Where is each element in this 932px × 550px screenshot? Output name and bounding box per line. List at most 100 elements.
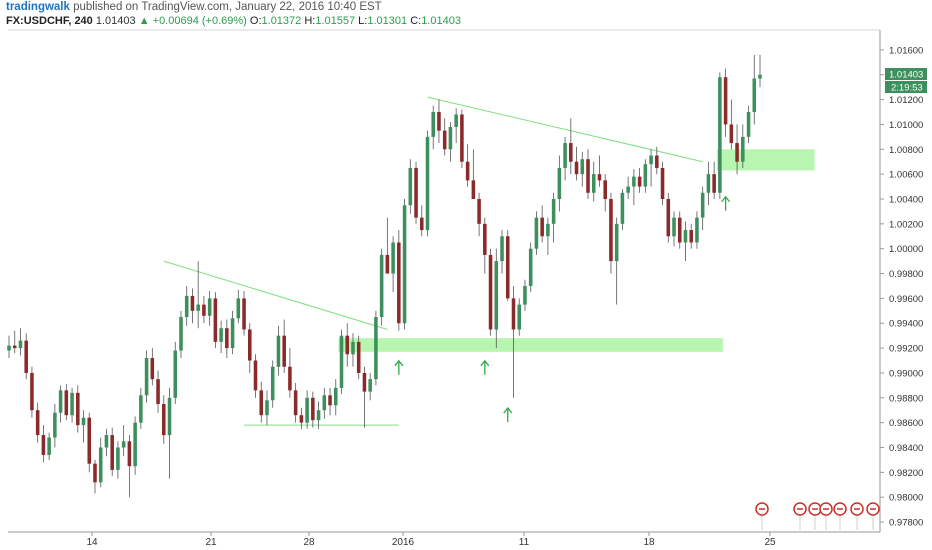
price-tick-label: 1.00000 [889, 244, 923, 255]
last-price-badge: 1.01403 [889, 70, 923, 81]
symbol-name[interactable]: FX:USDCHF, 240 [6, 15, 93, 27]
candle-body [316, 410, 321, 421]
candle-body [689, 230, 693, 243]
candle-body [213, 298, 218, 342]
candle-body [557, 167, 562, 199]
candle [741, 124, 745, 168]
candle-body [219, 328, 223, 342]
candle [505, 230, 510, 301]
candle [276, 325, 281, 376]
candle [253, 354, 258, 398]
candle [557, 155, 562, 212]
price-tick-label: 0.99200 [889, 344, 923, 355]
candle [442, 118, 447, 156]
candle-body [253, 360, 258, 391]
low-value: 1.01301 [367, 15, 408, 27]
signal-arrows [394, 195, 731, 423]
candle-body [523, 285, 527, 305]
candle [339, 329, 344, 395]
candle-body [414, 167, 418, 218]
price-tick-label: 0.99800 [889, 269, 923, 280]
candle [551, 192, 556, 243]
support-zone [338, 338, 723, 352]
candle-body [41, 435, 46, 455]
candle-body [649, 155, 653, 165]
candle [454, 108, 458, 144]
candle [397, 230, 401, 331]
candle-body [741, 136, 745, 162]
candle [81, 410, 86, 443]
candle-body [104, 435, 109, 448]
candle [179, 310, 183, 359]
candle-body [385, 254, 390, 274]
event-flag-icon[interactable] [755, 502, 769, 530]
price-tick-label: 0.99400 [889, 319, 923, 330]
candle [477, 192, 481, 237]
candle [121, 425, 126, 457]
candle [144, 350, 149, 403]
candle-body [339, 335, 344, 388]
candle [259, 381, 264, 423]
candle [712, 161, 716, 199]
symbol-legend: FX:USDCHF, 240 1.01403 ▲ +0.00694 (+0.69… [6, 15, 461, 27]
candle-body [551, 198, 556, 224]
candle-body [47, 437, 51, 455]
event-flag-icon[interactable] [850, 502, 864, 530]
candle-body [609, 198, 613, 262]
candle [580, 151, 585, 187]
candle-body [24, 340, 28, 373]
candle-body [563, 143, 567, 168]
publisher-text: published on TradingView.com, January 22… [73, 1, 382, 13]
event-flag-icon[interactable] [819, 502, 833, 530]
candle-body [93, 463, 97, 483]
candle-body [265, 400, 269, 416]
candle [53, 404, 57, 448]
candle [448, 121, 453, 162]
up-arrow-icon [480, 359, 490, 375]
candle-body [391, 242, 395, 274]
time-axis[interactable]: 14 21 28 2016 11 18 25 [86, 532, 776, 548]
candle-body [643, 164, 648, 187]
candle [64, 384, 69, 421]
candle [236, 289, 241, 324]
candle-body [87, 417, 92, 464]
candle [735, 124, 739, 175]
candle-body [242, 298, 246, 330]
candle [626, 176, 630, 199]
candle [282, 319, 286, 373]
candle-body [614, 223, 619, 262]
price-axis[interactable]: 1.016001.014001.012001.010001.008001.006… [880, 45, 923, 529]
candle [116, 441, 120, 479]
candle-body [322, 395, 327, 411]
event-flag-icon[interactable] [808, 502, 822, 530]
candle-body [494, 261, 499, 330]
candle [213, 292, 218, 349]
candle-body [30, 372, 34, 411]
candle-body [500, 236, 504, 262]
candle [695, 211, 699, 249]
economic-events[interactable] [755, 502, 880, 530]
candle [752, 54, 757, 125]
candle [620, 189, 625, 231]
price-tick-label: 0.98000 [889, 493, 923, 504]
candle-body [408, 167, 413, 206]
event-flag-icon[interactable] [793, 502, 807, 530]
candle-body [236, 298, 241, 319]
support-zone [716, 149, 815, 171]
candle [41, 425, 46, 463]
candle [93, 459, 97, 494]
candle [672, 211, 676, 247]
candle [230, 310, 235, 355]
event-flag-icon[interactable] [866, 502, 880, 530]
candle [162, 395, 166, 444]
candle [609, 192, 613, 274]
candle [500, 230, 504, 274]
candle-body [202, 304, 206, 316]
event-flag-icon[interactable] [833, 502, 847, 530]
candle-body [230, 318, 235, 349]
candle-body [276, 335, 281, 367]
candle-body [293, 390, 298, 416]
candle [494, 248, 499, 349]
publisher-username[interactable]: tradingwalk [6, 1, 70, 13]
